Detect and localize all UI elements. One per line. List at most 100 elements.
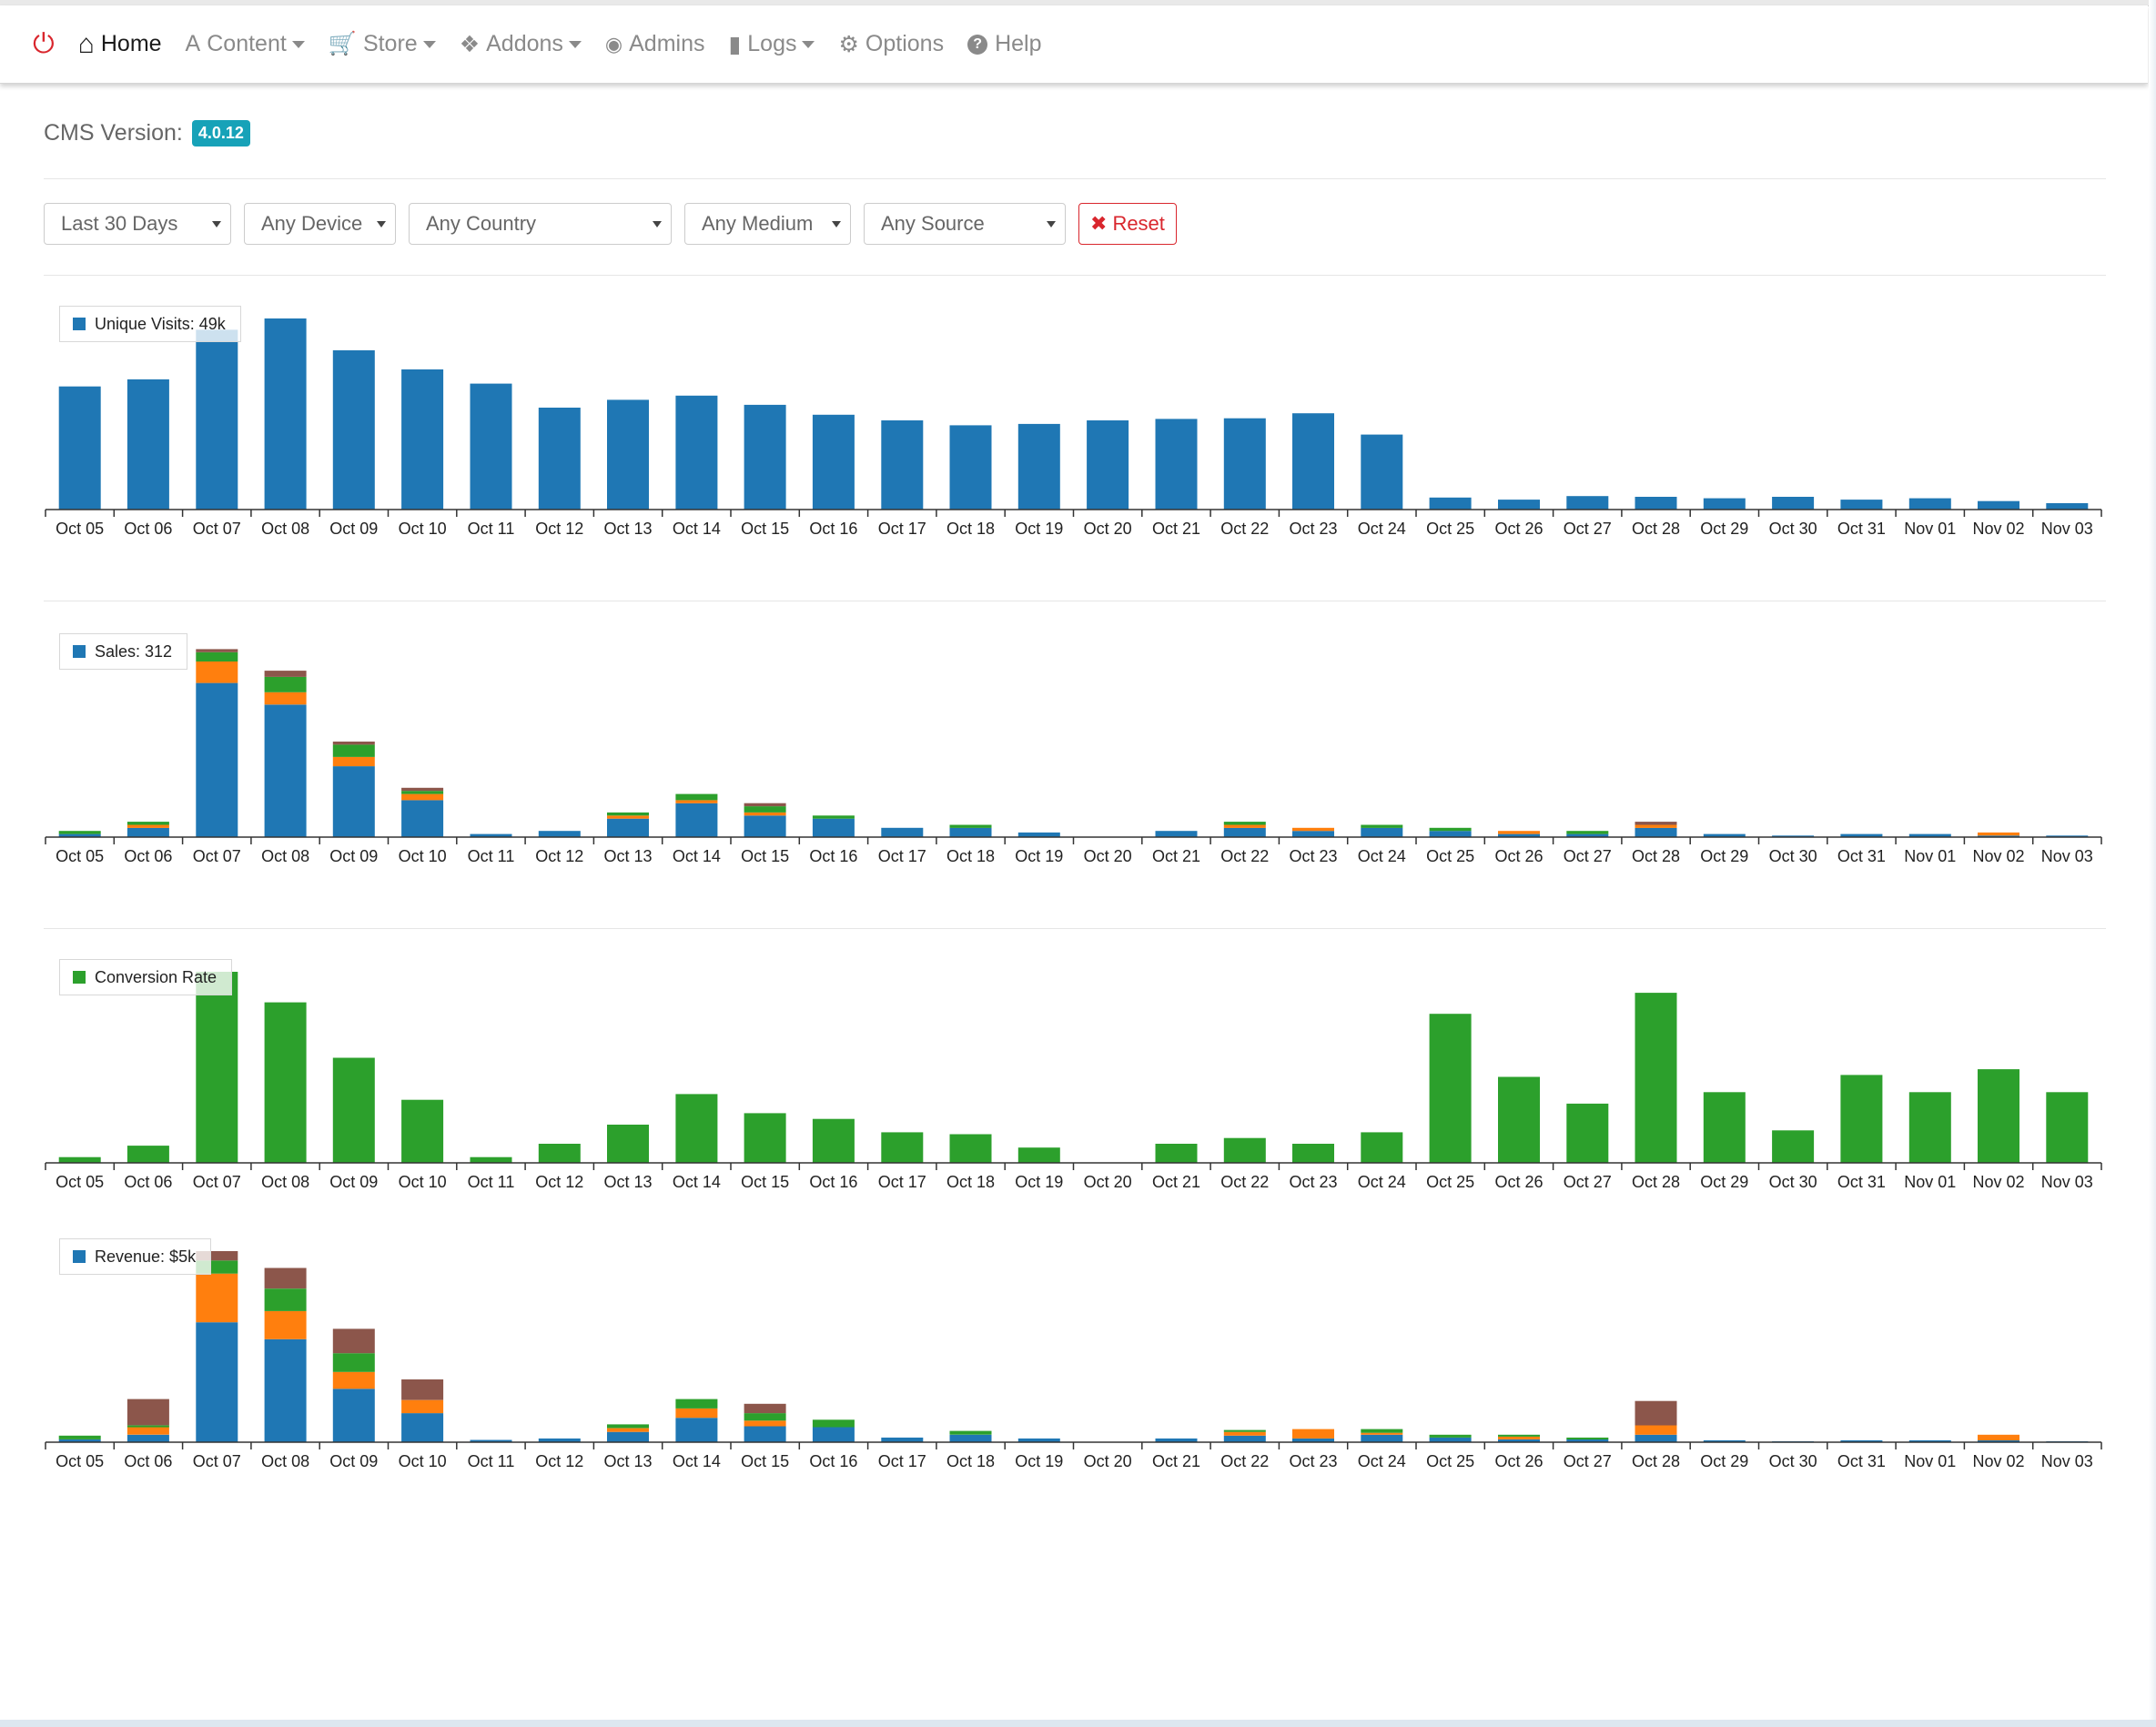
bar[interactable] xyxy=(127,827,169,837)
bar[interactable] xyxy=(1703,1092,1746,1163)
bar[interactable] xyxy=(1772,497,1815,510)
bar[interactable] xyxy=(744,1420,786,1427)
bar[interactable] xyxy=(401,1413,444,1442)
bar[interactable] xyxy=(812,414,855,510)
bar[interactable] xyxy=(744,1413,786,1421)
bar[interactable] xyxy=(949,425,992,510)
bar[interactable] xyxy=(196,649,238,652)
nav-item-help[interactable]: ? Help xyxy=(967,31,1042,57)
bar[interactable] xyxy=(332,350,375,510)
date-range-select[interactable]: Last 30 Days xyxy=(44,203,231,245)
bar[interactable] xyxy=(401,800,444,837)
bar[interactable] xyxy=(1223,1435,1266,1442)
bar[interactable] xyxy=(881,420,924,510)
bar[interactable] xyxy=(675,1418,718,1442)
bar[interactable] xyxy=(1292,413,1334,510)
bar[interactable] xyxy=(949,1430,992,1435)
bar[interactable] xyxy=(607,815,649,819)
bar[interactable] xyxy=(1978,1439,2019,1442)
bar[interactable] xyxy=(1635,827,1677,837)
bar[interactable] xyxy=(332,742,375,745)
bar[interactable] xyxy=(401,1099,444,1163)
bar[interactable] xyxy=(949,1134,992,1164)
bar[interactable] xyxy=(744,404,786,510)
bar[interactable] xyxy=(949,827,992,837)
bar[interactable] xyxy=(1566,1437,1609,1439)
bar[interactable] xyxy=(675,1399,718,1409)
bar[interactable] xyxy=(607,1424,649,1429)
bar[interactable] xyxy=(1017,832,1060,837)
bar[interactable] xyxy=(1361,1432,1403,1435)
bar[interactable] xyxy=(1498,1434,1540,1437)
bar[interactable] xyxy=(58,386,101,510)
bar[interactable] xyxy=(1155,419,1198,510)
bar[interactable] xyxy=(1978,1434,2019,1440)
bar[interactable] xyxy=(1223,827,1266,837)
chart-legend[interactable]: Sales: 312 xyxy=(59,633,188,670)
bar[interactable] xyxy=(1361,827,1403,837)
bar[interactable] xyxy=(401,1399,444,1414)
bar[interactable] xyxy=(744,1113,786,1163)
bar[interactable] xyxy=(949,824,992,828)
bar[interactable] xyxy=(744,815,786,837)
bar[interactable] xyxy=(1978,1069,2019,1163)
bar[interactable] xyxy=(1223,824,1266,828)
bar[interactable] xyxy=(332,1389,375,1442)
bar[interactable] xyxy=(1566,496,1609,510)
bar[interactable] xyxy=(675,800,718,803)
bar[interactable] xyxy=(607,1431,649,1442)
device-select[interactable]: Any Device xyxy=(244,203,396,245)
bar[interactable] xyxy=(1429,827,1472,832)
bar[interactable] xyxy=(1155,1144,1198,1163)
bar[interactable] xyxy=(1566,833,1609,837)
bar[interactable] xyxy=(1840,1075,1883,1163)
bar[interactable] xyxy=(1361,824,1403,828)
bar[interactable] xyxy=(332,766,375,837)
bar[interactable] xyxy=(1908,498,1951,510)
bar[interactable] xyxy=(1292,1429,1334,1439)
bar[interactable] xyxy=(1566,831,1609,834)
bar[interactable] xyxy=(1223,1429,1266,1432)
bar[interactable] xyxy=(1908,833,1951,837)
bar[interactable] xyxy=(470,1156,512,1163)
bar[interactable] xyxy=(1498,1076,1540,1164)
bar[interactable] xyxy=(1087,420,1129,510)
bar[interactable] xyxy=(1429,1014,1472,1163)
bar[interactable] xyxy=(607,818,649,837)
bar[interactable] xyxy=(812,1427,855,1443)
bar[interactable] xyxy=(881,1437,924,1442)
bar[interactable] xyxy=(332,744,375,757)
bar[interactable] xyxy=(1292,827,1334,832)
bar[interactable] xyxy=(812,1118,855,1163)
bar[interactable] xyxy=(1703,498,1746,510)
bar[interactable] xyxy=(1840,1439,1883,1442)
bar[interactable] xyxy=(264,1310,307,1339)
bar[interactable] xyxy=(744,1426,786,1443)
bar[interactable] xyxy=(1635,993,1677,1163)
bar[interactable] xyxy=(264,1002,307,1163)
bar[interactable] xyxy=(1908,1092,1951,1163)
bar[interactable] xyxy=(196,1322,238,1442)
bar[interactable] xyxy=(470,1439,512,1443)
bar[interactable] xyxy=(264,1288,307,1311)
bar[interactable] xyxy=(196,1251,238,1261)
nav-item-addons[interactable]: ❖ Addons xyxy=(460,31,582,58)
bar[interactable] xyxy=(607,1428,649,1432)
bar[interactable] xyxy=(196,661,238,683)
bar[interactable] xyxy=(1361,1429,1403,1433)
chart-legend[interactable]: Conversion Rate xyxy=(59,959,233,995)
bar[interactable] xyxy=(607,812,649,816)
bar[interactable] xyxy=(1908,1439,1951,1442)
bar[interactable] xyxy=(812,818,855,837)
bar[interactable] xyxy=(196,651,238,662)
bar[interactable] xyxy=(332,756,375,767)
bar[interactable] xyxy=(401,787,444,792)
nav-item-admins[interactable]: ◉ Admins xyxy=(605,31,705,57)
bar[interactable] xyxy=(127,1427,169,1435)
bar[interactable] xyxy=(196,329,238,510)
power-icon[interactable]: ⏻ xyxy=(33,28,55,59)
bar[interactable] xyxy=(1703,833,1746,837)
bar[interactable] xyxy=(1155,831,1198,837)
bar[interactable] xyxy=(196,1273,238,1323)
bar[interactable] xyxy=(1292,1438,1334,1442)
